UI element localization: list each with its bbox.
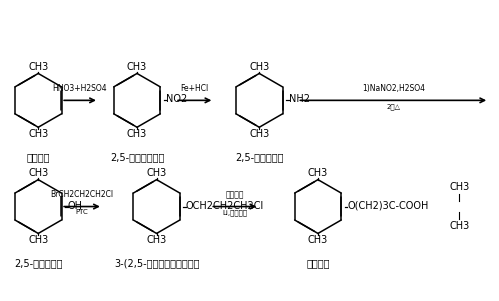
Text: CH3: CH3 xyxy=(450,221,470,231)
Text: NH2: NH2 xyxy=(288,95,309,104)
Text: HNO3+H2SO4: HNO3+H2SO4 xyxy=(53,84,107,93)
Text: Li,二异丙胺: Li,二异丙胺 xyxy=(222,209,248,216)
Text: BrCH2CH2CH2Cl: BrCH2CH2CH2Cl xyxy=(50,190,114,199)
Text: 吉非罗齐: 吉非罗齐 xyxy=(306,258,330,268)
Text: 2）△: 2）△ xyxy=(386,103,400,110)
Text: PTC: PTC xyxy=(76,209,88,216)
Text: CH3: CH3 xyxy=(127,129,147,139)
Text: CH3: CH3 xyxy=(127,62,147,72)
Text: CH3: CH3 xyxy=(450,182,470,192)
Text: CH3: CH3 xyxy=(249,129,269,139)
Text: CH3: CH3 xyxy=(249,62,269,72)
Text: CH3: CH3 xyxy=(28,235,48,245)
Text: CH3: CH3 xyxy=(28,62,48,72)
Text: 异丁酸钉: 异丁酸钉 xyxy=(226,190,244,199)
Text: Fe+HCl: Fe+HCl xyxy=(181,84,209,93)
Text: 1)NaNO2,H2SO4: 1)NaNO2,H2SO4 xyxy=(362,84,425,93)
Text: OCH2CH2CH2Cl: OCH2CH2CH2Cl xyxy=(186,201,264,211)
Text: 2,5-二甲基硝基苯: 2,5-二甲基硝基苯 xyxy=(110,152,164,162)
Text: CH3: CH3 xyxy=(147,235,167,245)
Text: NO2: NO2 xyxy=(166,95,188,104)
Text: 2,5-二甲基苯酚: 2,5-二甲基苯酚 xyxy=(14,258,62,268)
Text: 3-(2,5-二甲苯氧基）丙基氯: 3-(2,5-二甲苯氧基）丙基氯 xyxy=(114,258,199,268)
Text: CH3: CH3 xyxy=(28,129,48,139)
Text: 2,5-二甲基苯胺: 2,5-二甲基苯胺 xyxy=(235,152,283,162)
Text: OH: OH xyxy=(67,201,83,211)
Text: CH3: CH3 xyxy=(308,168,328,178)
Text: CH3: CH3 xyxy=(28,168,48,178)
Text: CH3: CH3 xyxy=(147,168,167,178)
Text: 对二甲苯: 对二甲苯 xyxy=(26,152,50,162)
Text: CH3: CH3 xyxy=(308,235,328,245)
Text: O(CH2)3C-COOH: O(CH2)3C-COOH xyxy=(347,201,429,211)
